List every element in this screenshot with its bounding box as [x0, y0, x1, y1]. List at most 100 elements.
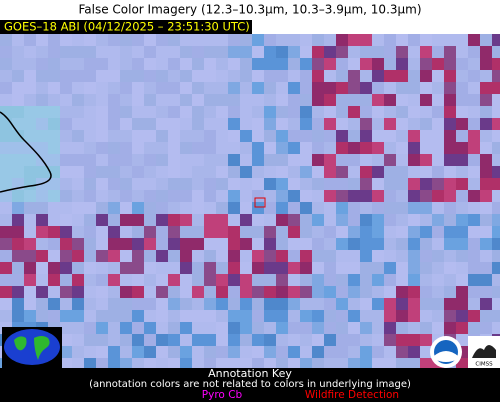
pixel-block: [348, 106, 360, 118]
pixel-block: [480, 262, 492, 274]
pixel-block: [384, 70, 396, 82]
pixel-block: [120, 46, 132, 58]
pixel-block: [276, 130, 288, 142]
pixel-block: [276, 166, 288, 178]
pixel-block: [372, 142, 384, 154]
pixel-block: [36, 106, 48, 118]
pixel-block: [300, 154, 312, 166]
pixel-block: [108, 154, 120, 166]
pixel-block: [36, 94, 48, 106]
pixel-block: [360, 154, 372, 166]
pixel-block: [444, 310, 456, 322]
pixel-block: [84, 334, 96, 346]
pixel-block: [468, 274, 480, 286]
pixel-block: [480, 322, 492, 334]
pixel-block: [468, 118, 480, 130]
pixel-block: [96, 214, 108, 226]
pixel-block: [108, 238, 120, 250]
pixel-block: [240, 142, 252, 154]
pixel-block: [348, 94, 360, 106]
pixel-block: [480, 94, 492, 106]
pixel-block: [180, 94, 192, 106]
pixel-block: [228, 298, 240, 310]
pixel-block: [408, 46, 420, 58]
pixel-block: [396, 94, 408, 106]
pixel-block: [60, 142, 72, 154]
pixel-block: [288, 106, 300, 118]
pixel-block: [144, 130, 156, 142]
pixel-block: [276, 154, 288, 166]
pixel-block: [192, 166, 204, 178]
pixel-block: [108, 274, 120, 286]
pixel-block: [12, 286, 24, 298]
pixel-block: [72, 202, 84, 214]
pixel-block: [312, 358, 324, 368]
pixel-block: [24, 202, 36, 214]
pixel-block: [84, 214, 96, 226]
pixel-block: [228, 70, 240, 82]
pixel-block: [324, 142, 336, 154]
pixel-block: [444, 142, 456, 154]
pixel-block: [408, 226, 420, 238]
pixel-block: [396, 130, 408, 142]
pixel-block: [240, 334, 252, 346]
pixel-block: [60, 214, 72, 226]
pixel-block: [144, 154, 156, 166]
pixel-block: [384, 46, 396, 58]
pixel-block: [108, 82, 120, 94]
pixel-block: [336, 154, 348, 166]
pixel-block: [300, 322, 312, 334]
pixel-block: [420, 58, 432, 70]
pixel-block: [216, 178, 228, 190]
pixel-block: [468, 34, 480, 46]
pixel-block: [204, 58, 216, 70]
pixel-block: [264, 298, 276, 310]
pixel-block: [132, 310, 144, 322]
pixel-block: [372, 310, 384, 322]
pixel-block: [84, 34, 96, 46]
pixel-block: [132, 106, 144, 118]
pixel-block: [48, 190, 60, 202]
pixel-block: [336, 178, 348, 190]
pixel-block: [96, 82, 108, 94]
pixel-block: [120, 214, 132, 226]
pixel-block: [276, 70, 288, 82]
pixel-block: [348, 226, 360, 238]
pixel-block: [432, 142, 444, 154]
pixel-block: [408, 190, 420, 202]
pixel-block: [108, 286, 120, 298]
pixel-block: [456, 322, 468, 334]
pixel-block: [132, 94, 144, 106]
pixel-block: [192, 34, 204, 46]
pixel-block: [24, 82, 36, 94]
pixel-block: [288, 214, 300, 226]
pixel-block: [444, 202, 456, 214]
pixel-block: [420, 46, 432, 58]
pixel-block: [168, 178, 180, 190]
pixel-block: [348, 118, 360, 130]
pixel-block: [336, 202, 348, 214]
pixel-block: [384, 190, 396, 202]
pixel-block: [216, 142, 228, 154]
pixel-block: [204, 94, 216, 106]
pixel-block: [108, 250, 120, 262]
pixel-block: [36, 226, 48, 238]
pixel-block: [84, 226, 96, 238]
pixel-block: [408, 166, 420, 178]
pixel-block: [324, 238, 336, 250]
pixel-block: [456, 190, 468, 202]
pixel-block: [360, 94, 372, 106]
pixel-block: [60, 94, 72, 106]
pixel-block: [84, 310, 96, 322]
pixel-block: [420, 226, 432, 238]
pixel-block: [300, 106, 312, 118]
pixel-block: [180, 130, 192, 142]
pixel-block: [0, 262, 12, 274]
pixel-block: [108, 94, 120, 106]
pixel-block: [384, 106, 396, 118]
pixel-block: [48, 250, 60, 262]
pixel-block: [48, 34, 60, 46]
pixel-block: [336, 310, 348, 322]
pixel-block: [420, 70, 432, 82]
key-item: Wildfire Detection: [305, 389, 399, 401]
